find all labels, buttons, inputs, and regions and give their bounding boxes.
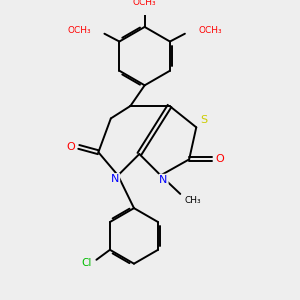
Text: S: S: [200, 115, 207, 125]
Text: OCH₃: OCH₃: [198, 26, 222, 35]
Text: OCH₃: OCH₃: [67, 26, 91, 35]
Text: OCH₃: OCH₃: [133, 0, 157, 7]
Text: O: O: [216, 154, 224, 164]
Text: Cl: Cl: [81, 258, 92, 268]
Text: N: N: [111, 174, 119, 184]
Text: CH₃: CH₃: [184, 196, 201, 205]
Text: O: O: [67, 142, 75, 152]
Text: N: N: [159, 175, 168, 185]
